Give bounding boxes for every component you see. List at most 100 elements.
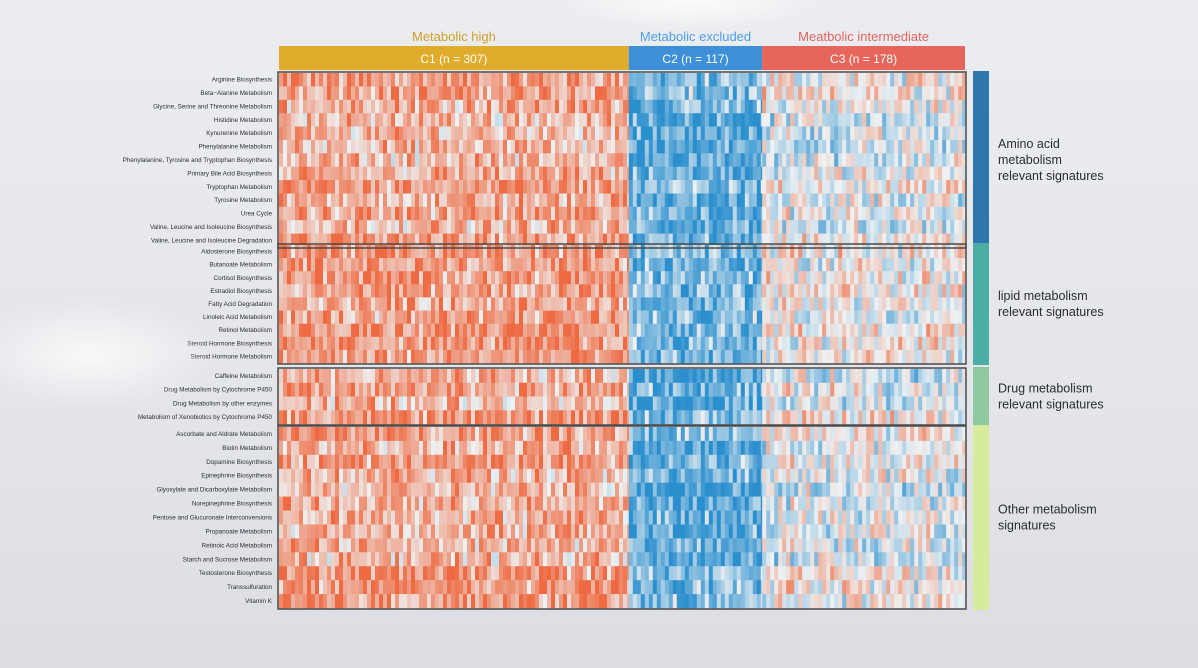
heat-cell (291, 220, 296, 234)
heat-cell (563, 113, 568, 127)
heat-cell (830, 410, 835, 425)
heat-cell (802, 297, 807, 311)
heat-cell (379, 349, 384, 364)
heat-cell (810, 271, 815, 285)
heat-cell (640, 126, 646, 141)
heat-cell (826, 382, 831, 397)
heat-cell (311, 271, 316, 285)
heat-cell (503, 323, 508, 338)
heat-cell (794, 113, 799, 127)
heat-cell (299, 440, 304, 456)
heat-cell (918, 440, 923, 456)
heat-cell (563, 369, 568, 384)
heat-cell (838, 86, 843, 101)
heat-cell (599, 336, 604, 351)
heat-cell (786, 220, 791, 234)
heat-cell (862, 336, 867, 351)
heat-cell (732, 440, 738, 456)
heat-cell (708, 139, 714, 154)
heat-cell (559, 336, 564, 351)
heat-cell (664, 258, 670, 272)
heat-cell (802, 220, 807, 234)
heat-cell (752, 310, 758, 325)
heat-cell (890, 284, 895, 298)
heat-cell (483, 206, 488, 221)
heat-cell (720, 73, 726, 87)
heat-cell (547, 258, 552, 272)
heat-cell (335, 323, 340, 338)
heat-cell (720, 271, 726, 285)
heat-cell (535, 310, 540, 325)
heat-cell (850, 245, 855, 259)
heat-cell (423, 180, 428, 194)
heat-cell (842, 284, 847, 298)
heat-cell (519, 454, 524, 470)
heat-cell (640, 336, 646, 351)
row-label: Primary Bile Acid Biosynthesis (187, 170, 272, 177)
heat-cell (846, 427, 851, 442)
heat-cell (870, 193, 875, 208)
heat-cell (303, 258, 308, 272)
heat-cell (874, 284, 879, 298)
heat-cell (794, 180, 799, 194)
heat-cell (676, 99, 682, 114)
heat-cell (862, 297, 867, 311)
heat-cell (479, 166, 484, 181)
heat-cell (447, 454, 452, 470)
heat-cell (766, 99, 771, 114)
heat-cell (766, 382, 771, 397)
heat-cell (363, 297, 368, 311)
heat-cell (778, 310, 783, 325)
heat-cell (483, 166, 488, 181)
heat-cell (866, 73, 871, 87)
heat-cell (704, 440, 710, 456)
heat-cell (898, 410, 903, 425)
heat-cell (539, 86, 544, 101)
heat-cell (399, 427, 404, 442)
heat-cell (515, 454, 520, 470)
heat-cell (591, 113, 596, 127)
heat-cell (551, 310, 556, 325)
heat-cell (874, 349, 879, 364)
heat-cell (878, 284, 883, 298)
heat-cell (802, 126, 807, 141)
heat-cell (740, 206, 746, 221)
heat-cell (724, 166, 730, 181)
heat-cell (339, 454, 344, 470)
heat-cell (455, 410, 460, 425)
heat-cell (632, 369, 638, 384)
heat-cell (331, 113, 336, 127)
heat-cell (619, 139, 624, 154)
heat-cell (894, 220, 899, 234)
heat-cell (962, 271, 966, 285)
heat-cell (802, 180, 807, 194)
heat-cell (906, 336, 911, 351)
heat-cell (834, 410, 839, 425)
heat-cell (359, 166, 364, 181)
heat-cell (459, 99, 464, 114)
heat-cell (327, 297, 332, 311)
heat-cell (459, 206, 464, 221)
heat-cell (676, 427, 682, 442)
heat-cell (307, 233, 312, 248)
heat-cell (571, 153, 576, 167)
heat-cell (443, 369, 448, 384)
heat-cell (692, 271, 698, 285)
heat-cell (938, 284, 943, 298)
heat-cell (603, 206, 608, 221)
heat-cell (507, 245, 512, 259)
heat-cell (672, 310, 678, 325)
heat-cell (515, 336, 520, 351)
heat-cell (503, 382, 508, 397)
heat-cell (652, 297, 658, 311)
heat-cell (291, 440, 296, 456)
heat-cell (850, 258, 855, 272)
heat-cell (934, 139, 939, 154)
heat-cell (591, 427, 596, 442)
heat-cell (459, 86, 464, 101)
heat-cell (644, 396, 650, 411)
heat-cell (870, 126, 875, 141)
heat-cell (363, 349, 368, 364)
heat-cell (387, 440, 392, 456)
